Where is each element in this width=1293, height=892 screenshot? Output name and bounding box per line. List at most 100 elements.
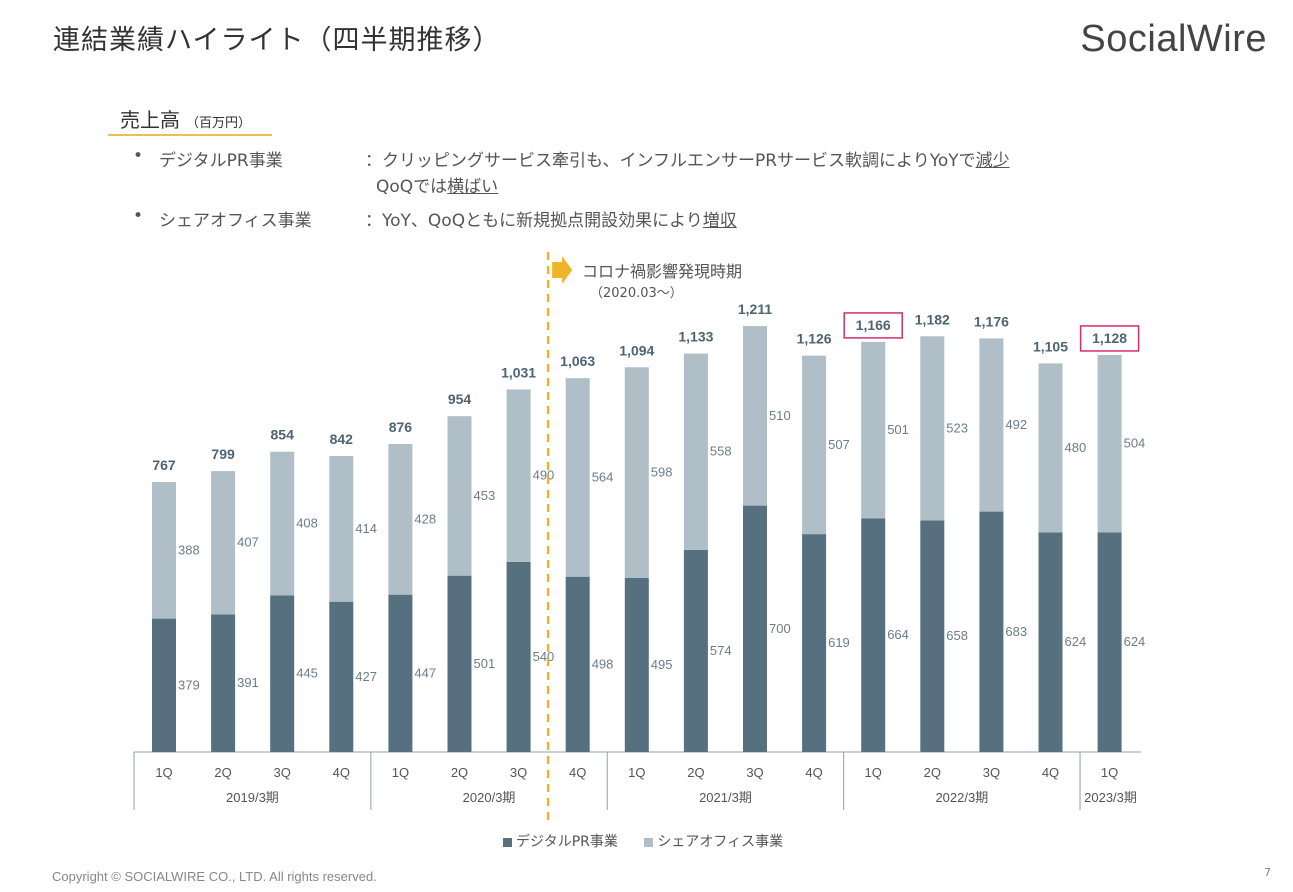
bullet-share-office: • シェアオフィス事業 ：YoY、QoQともに新規拠点開設効果により増収: [133, 206, 1133, 231]
data-label-office: 558: [710, 444, 732, 459]
legend-label-digital: デジタルPR事業: [516, 834, 618, 850]
bar-share-office: [506, 389, 531, 562]
total-label: 1,176: [974, 313, 1009, 329]
section-unit: （百万円）: [186, 116, 252, 131]
bar-share-office: [270, 451, 295, 596]
data-label-digital: 501: [474, 656, 496, 671]
data-label-digital: 619: [828, 635, 850, 650]
covid-annotation-date: （2020.03～）: [590, 286, 683, 301]
x-group-label: 2019/3期: [226, 790, 279, 805]
total-label: 1,182: [915, 311, 950, 327]
x-tick-label: 4Q: [805, 765, 822, 780]
bullet-description-line2: QoQでは横ばい: [376, 172, 498, 197]
data-label-digital: 683: [1005, 624, 1027, 639]
data-label-office: 428: [414, 511, 436, 526]
legend-item-office: シェアオフィス事業: [644, 834, 783, 850]
total-label: 1,063: [560, 353, 595, 369]
bullet-description: ：クリッピングサービス牽引も、インフルエンサーPRサービス軟調によりYoYで減少: [365, 146, 1010, 171]
bar-share-office: [861, 341, 886, 519]
legend-item-digital: デジタルPR事業: [503, 834, 618, 850]
data-label-digital: 700: [769, 621, 791, 636]
page-number: 7: [1264, 866, 1271, 879]
total-label: 954: [448, 391, 472, 407]
x-tick-label: 1Q: [1101, 765, 1118, 780]
covid-annotation: コロナ禍影響発現時期: [582, 262, 743, 281]
bar-digital-pr: [624, 577, 649, 752]
bar-digital-pr: [743, 505, 767, 752]
total-highlight-box: [1079, 325, 1140, 352]
data-label-digital: 445: [296, 666, 318, 681]
bar-digital-pr: [270, 595, 295, 752]
x-tick-label: 1Q: [865, 765, 882, 780]
data-label-digital: 379: [178, 677, 200, 692]
x-tick-label: 1Q: [392, 765, 409, 780]
bullet-emphasis: 横ばい: [447, 177, 499, 197]
bar-digital-pr: [920, 520, 945, 752]
total-label: 767: [152, 457, 176, 473]
x-tick-label: 1Q: [628, 765, 645, 780]
data-label-digital: 427: [355, 669, 377, 684]
bar-share-office: [802, 355, 827, 535]
bullet-marker: •: [133, 146, 144, 166]
section-title: 売上高: [120, 108, 180, 132]
total-label: 1,126: [797, 331, 832, 347]
data-label-office: 507: [828, 437, 850, 452]
bar-share-office: [743, 326, 767, 506]
bar-share-office: [388, 444, 413, 595]
data-label-office: 453: [474, 488, 496, 503]
bar-share-office: [152, 482, 176, 619]
bullet-text: QoQでは: [376, 177, 448, 197]
x-tick-label: 4Q: [333, 765, 350, 780]
bullet-label: シェアオフィス事業: [159, 211, 312, 231]
data-label-office: 504: [1124, 436, 1146, 451]
data-label-office: 407: [237, 535, 259, 550]
total-label: 1,094: [619, 342, 654, 358]
data-label-digital: 658: [946, 628, 968, 643]
total-label: 1,031: [501, 364, 536, 380]
total-label: 842: [330, 431, 354, 447]
bar-digital-pr: [861, 518, 886, 752]
total-label: 1,105: [1033, 338, 1068, 354]
total-label: 1,133: [678, 329, 713, 345]
data-label-office: 598: [651, 465, 673, 480]
bullet-text: ：YoY、QoQともに新規拠点開設効果により: [365, 211, 703, 231]
total-label: 854: [271, 427, 295, 443]
data-label-digital: 447: [414, 665, 436, 680]
data-label-office: 492: [1005, 417, 1027, 432]
legend-swatch-digital: [503, 837, 512, 847]
x-tick-label: 4Q: [569, 765, 586, 780]
bar-digital-pr: [565, 576, 590, 752]
x-tick-label: 4Q: [1042, 765, 1059, 780]
bar-digital-pr: [506, 561, 531, 752]
bar-digital-pr: [329, 601, 354, 752]
bar-digital-pr: [979, 511, 1004, 752]
bar-share-office: [979, 338, 1004, 512]
data-label-office: 408: [296, 516, 318, 531]
data-label-digital: 540: [533, 649, 555, 664]
bar-share-office: [683, 353, 708, 550]
data-label-digital: 624: [1065, 634, 1087, 649]
bar-digital-pr: [152, 618, 176, 752]
data-label-digital: 391: [237, 675, 259, 690]
total-label: 1,166: [856, 317, 891, 333]
bullet-digital-pr: • デジタルPR事業 ：クリッピングサービス牽引も、インフルエンサーPRサービス…: [133, 146, 1133, 197]
data-label-digital: 498: [592, 656, 614, 671]
total-label: 876: [389, 419, 413, 435]
data-label-office: 490: [533, 468, 555, 483]
bullet-emphasis: 減少: [975, 151, 1010, 171]
section-heading: 売上高 （百万円）: [108, 104, 272, 136]
x-tick-label: 2Q: [214, 765, 231, 780]
copyright: Copyright © SOCIALWIRE CO., LTD. All rig…: [52, 869, 377, 884]
data-label-office: 564: [592, 469, 614, 484]
x-tick-label: 3Q: [746, 765, 763, 780]
total-highlight-box: [843, 312, 903, 339]
bar-share-office: [329, 455, 354, 602]
bullet-label: デジタルPR事業: [159, 151, 283, 171]
x-tick-label: 3Q: [510, 765, 527, 780]
bar-digital-pr: [683, 549, 708, 752]
data-label-digital: 624: [1124, 634, 1146, 649]
bullet-emphasis: 増収: [702, 211, 737, 231]
data-label-office: 501: [887, 422, 909, 437]
data-label-office: 510: [769, 408, 791, 423]
